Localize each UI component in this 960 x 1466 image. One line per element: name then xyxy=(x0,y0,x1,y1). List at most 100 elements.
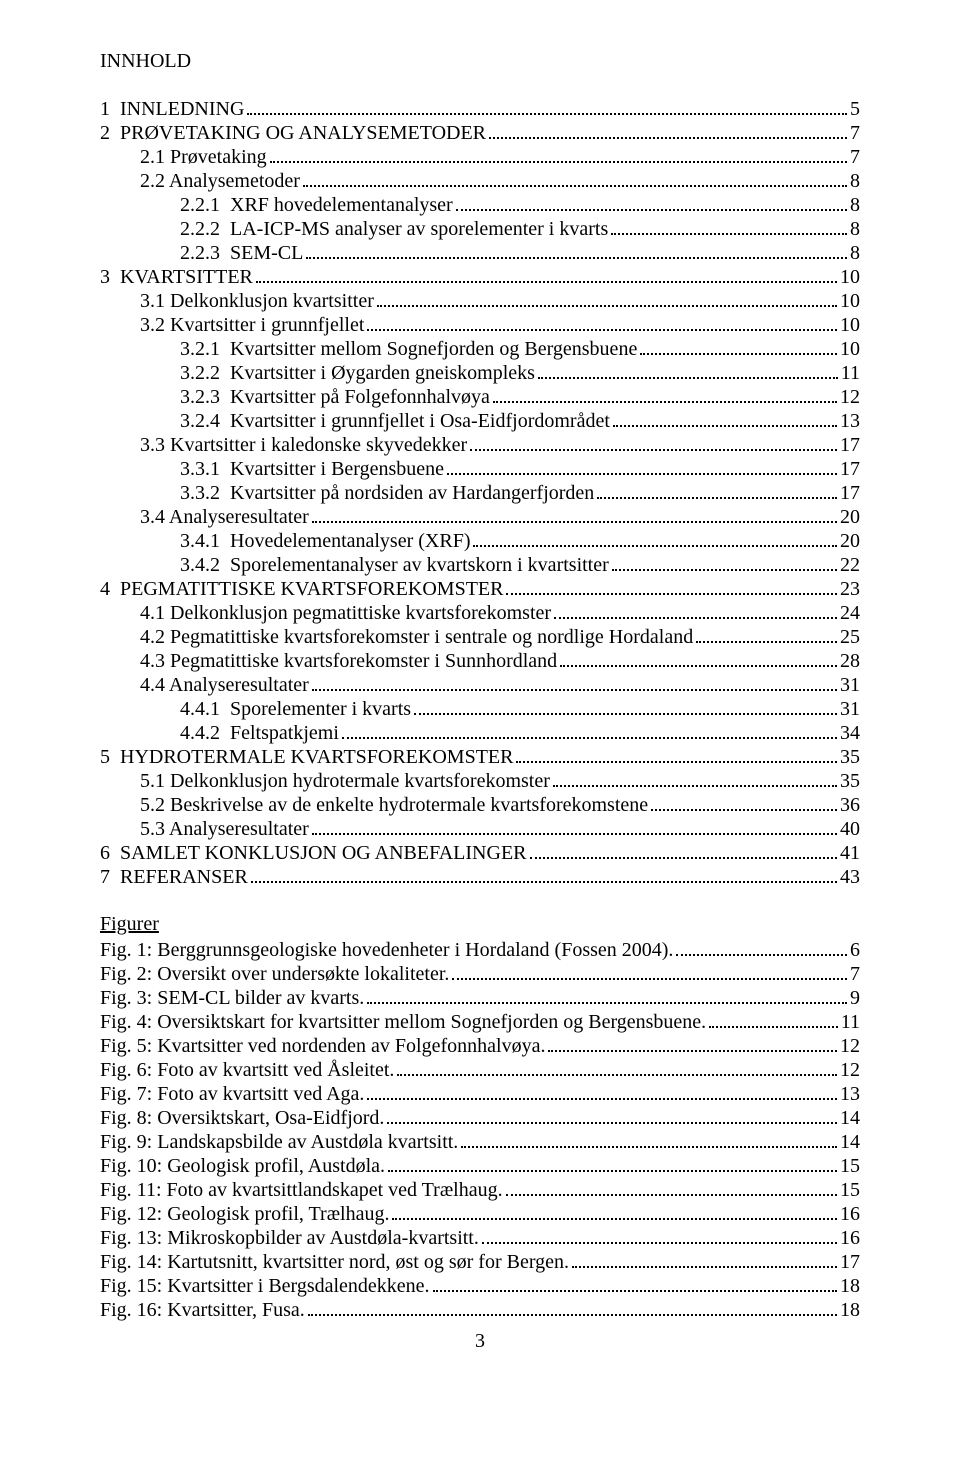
figure-page: 17 xyxy=(840,1250,860,1274)
toc-number: 4 xyxy=(100,577,110,601)
figure-leader-dots xyxy=(367,1002,847,1004)
toc-entry: 3KVARTSITTER10 xyxy=(100,265,860,289)
toc-leader-dots xyxy=(456,209,847,211)
figure-page: 9 xyxy=(850,986,860,1010)
figure-leader-dots xyxy=(308,1314,837,1316)
figure-text: Fig. 10: Geologisk profil, Austdøla. xyxy=(100,1154,385,1178)
figure-entry: Fig. 6: Foto av kvartsitt ved Åsleitet. … xyxy=(100,1058,860,1082)
figure-entry: Fig. 3: SEM-CL bilder av kvarts. 9 xyxy=(100,986,860,1010)
toc-entry: 3.3.1Kvartsitter i Bergensbuene17 xyxy=(100,457,860,481)
toc-entry: 2.1 Prøvetaking7 xyxy=(100,145,860,169)
toc-text: PEGMATITTISKE KVARTSFOREKOMSTER xyxy=(120,577,503,601)
figure-page: 14 xyxy=(840,1130,860,1154)
figure-page: 12 xyxy=(840,1034,860,1058)
toc-entry: 3.1 Delkonklusjon kvartsitter 10 xyxy=(100,289,860,313)
toc-leader-dots xyxy=(470,449,837,451)
page-title: INNHOLD xyxy=(100,50,860,73)
figure-text: Fig. 16: Kvartsitter, Fusa. xyxy=(100,1298,305,1322)
toc-page: 41 xyxy=(840,841,860,865)
figure-leader-dots xyxy=(433,1290,837,1292)
figure-entry: Fig. 1: Berggrunnsgeologiske hovedenhete… xyxy=(100,938,860,962)
figure-text: Fig. 3: SEM-CL bilder av kvarts. xyxy=(100,986,364,1010)
toc-leader-dots xyxy=(613,425,837,427)
toc-number: 3.2.4 xyxy=(180,409,220,433)
toc-text: Kvartsitter i grunnfjellet i Osa-Eidfjor… xyxy=(230,409,610,433)
toc-text: Sporelementer i kvarts xyxy=(230,697,411,721)
toc-entry: 4PEGMATITTISKE KVARTSFOREKOMSTER23 xyxy=(100,577,860,601)
figures-heading: Figurer xyxy=(100,913,860,936)
toc-leader-dots xyxy=(270,161,847,163)
toc-page: 7 xyxy=(850,121,860,145)
toc-entry: 2.2.2LA-ICP-MS analyser av sporelementer… xyxy=(100,217,860,241)
figure-page: 16 xyxy=(840,1226,860,1250)
toc-page: 10 xyxy=(840,289,860,313)
toc-text: Kvartsitter mellom Sognefjorden og Berge… xyxy=(230,337,637,361)
toc-text: Feltspatkjemi xyxy=(230,721,339,745)
toc-page: 8 xyxy=(850,169,860,193)
toc-text: 3.4 Analyseresultater xyxy=(140,505,309,529)
toc-page: 40 xyxy=(840,817,860,841)
toc-text: KVARTSITTER xyxy=(120,265,253,289)
figure-entry: Fig. 16: Kvartsitter, Fusa. 18 xyxy=(100,1298,860,1322)
toc-text: SEM-CL xyxy=(230,241,303,265)
toc-number: 3.4.1 xyxy=(180,529,220,553)
toc-text: 5.1 Delkonklusjon hydrotermale kvartsfor… xyxy=(140,769,550,793)
toc-number: 7 xyxy=(100,865,110,889)
toc-page: 8 xyxy=(850,217,860,241)
toc-page: 13 xyxy=(840,409,860,433)
figure-page: 13 xyxy=(840,1082,860,1106)
toc-text: 2.2 Analysemetoder xyxy=(140,169,300,193)
figure-text: Fig. 14: Kartutsnitt, kvartsitter nord, … xyxy=(100,1250,569,1274)
toc-page: 20 xyxy=(840,529,860,553)
figure-text: Fig. 15: Kvartsitter i Bergsdalendekkene… xyxy=(100,1274,430,1298)
toc-entry: 2PRØVETAKING OG ANALYSEMETODER7 xyxy=(100,121,860,145)
toc-entry: 5.2 Beskrivelse av de enkelte hydroterma… xyxy=(100,793,860,817)
toc-page: 17 xyxy=(840,433,860,457)
figure-leader-dots xyxy=(548,1050,837,1052)
figure-leader-dots xyxy=(392,1218,837,1220)
figure-page: 12 xyxy=(840,1058,860,1082)
toc-entry: 4.4.2Feltspatkjemi34 xyxy=(100,721,860,745)
figure-text: Fig. 8: Oversiktskart, Osa-Eidfjord. xyxy=(100,1106,384,1130)
toc-number: 4.4.1 xyxy=(180,697,220,721)
toc-entry: 3.3.2Kvartsitter på nordsiden av Hardang… xyxy=(100,481,860,505)
toc-page: 25 xyxy=(840,625,860,649)
toc-leader-dots xyxy=(306,257,847,259)
toc-number: 3.3.2 xyxy=(180,481,220,505)
toc-leader-dots xyxy=(612,569,837,571)
figure-leader-dots xyxy=(506,1194,837,1196)
toc-leader-dots xyxy=(342,737,837,739)
table-of-contents: 1INNLEDNING52PRØVETAKING OG ANALYSEMETOD… xyxy=(100,97,860,889)
toc-entry: 3.2.4 Kvartsitter i grunnfjellet i Osa-Ei… xyxy=(100,409,860,433)
toc-page: 8 xyxy=(850,241,860,265)
toc-leader-dots xyxy=(303,185,847,187)
toc-entry: 3.4 Analyseresultater20 xyxy=(100,505,860,529)
toc-text: 3.1 Delkonklusjon kvartsitter xyxy=(140,289,374,313)
figure-text: Fig. 6: Foto av kvartsitt ved Åsleitet. xyxy=(100,1058,394,1082)
figure-page: 16 xyxy=(840,1202,860,1226)
toc-page: 8 xyxy=(850,193,860,217)
toc-entry: 3.2.1Kvartsitter mellom Sognefjorden og … xyxy=(100,337,860,361)
toc-leader-dots xyxy=(473,545,837,547)
toc-number: 6 xyxy=(100,841,110,865)
toc-leader-dots xyxy=(651,809,837,811)
toc-number: 3 xyxy=(100,265,110,289)
toc-entry: 5HYDROTERMALE KVARTSFOREKOMSTER35 xyxy=(100,745,860,769)
toc-text: Kvartsitter i Øygarden gneiskompleks xyxy=(230,361,535,385)
figure-leader-dots xyxy=(387,1122,837,1124)
toc-number: 4.4.2 xyxy=(180,721,220,745)
toc-leader-dots xyxy=(377,305,837,307)
toc-entry: 1INNLEDNING5 xyxy=(100,97,860,121)
figure-text: Fig. 11: Foto av kvartsittlandskapet ved… xyxy=(100,1178,503,1202)
toc-text: Sporelementanalyser av kvartskorn i kvar… xyxy=(230,553,609,577)
toc-text: 4.3 Pegmatittiske kvartsforekomster i Su… xyxy=(140,649,557,673)
toc-leader-dots xyxy=(256,281,837,283)
toc-entry: 3.2 Kvartsitter i grunnfjellet10 xyxy=(100,313,860,337)
toc-leader-dots xyxy=(493,401,837,403)
figure-page: 6 xyxy=(850,938,860,962)
figure-page: 18 xyxy=(840,1274,860,1298)
figure-leader-dots xyxy=(367,1098,837,1100)
toc-leader-dots xyxy=(516,761,837,763)
toc-page: 10 xyxy=(840,337,860,361)
toc-entry: 5.3 Analyseresultater40 xyxy=(100,817,860,841)
